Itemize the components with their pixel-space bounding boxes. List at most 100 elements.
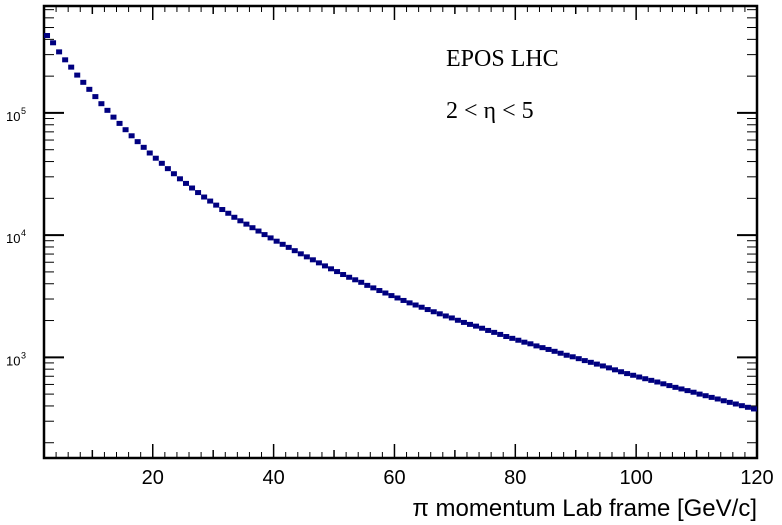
y-tick-label-base: 10 bbox=[6, 353, 20, 368]
data-point bbox=[436, 311, 443, 317]
data-point bbox=[68, 64, 75, 70]
data-point bbox=[44, 33, 51, 39]
data-point bbox=[714, 396, 721, 402]
data-point bbox=[86, 86, 93, 92]
data-point bbox=[418, 304, 425, 310]
data-point bbox=[569, 354, 576, 360]
data-point bbox=[80, 79, 87, 85]
x-tick-label: 20 bbox=[142, 467, 164, 489]
data-point bbox=[201, 194, 208, 200]
data-point bbox=[527, 341, 534, 347]
data-point bbox=[303, 254, 310, 260]
data-point bbox=[394, 295, 401, 301]
axis-ticks bbox=[44, 6, 758, 458]
data-point bbox=[466, 321, 473, 327]
data-point bbox=[460, 319, 467, 325]
y-tick-label-exponent: 4 bbox=[21, 228, 26, 238]
data-point bbox=[454, 317, 461, 323]
data-point bbox=[140, 144, 147, 150]
data-point bbox=[237, 218, 244, 224]
data-point bbox=[491, 329, 498, 335]
data-point bbox=[624, 371, 631, 377]
data-point bbox=[515, 337, 522, 343]
plot-frame bbox=[42, 4, 759, 460]
data-point bbox=[575, 356, 582, 362]
x-tick-label: 60 bbox=[383, 467, 405, 489]
data-point bbox=[364, 282, 371, 288]
data-point bbox=[376, 288, 383, 294]
data-point bbox=[581, 358, 588, 364]
data-point bbox=[400, 297, 407, 303]
x-axis-title: π momentum Lab frame [GeV/c] bbox=[412, 495, 757, 522]
data-point bbox=[164, 166, 171, 172]
data-point bbox=[146, 150, 153, 156]
data-point bbox=[104, 107, 111, 113]
data-point bbox=[545, 346, 552, 352]
data-point bbox=[442, 313, 449, 319]
data-point bbox=[563, 352, 570, 358]
x-tick-label: 100 bbox=[619, 467, 652, 489]
data-point bbox=[539, 345, 546, 351]
data-point bbox=[255, 228, 262, 234]
data-point bbox=[551, 348, 558, 354]
data-point bbox=[273, 238, 280, 244]
data-point bbox=[267, 235, 274, 241]
data-point bbox=[249, 225, 256, 231]
y-tick-label-exponent: 3 bbox=[21, 350, 26, 360]
y-tick-label-exponent: 5 bbox=[21, 106, 26, 116]
data-point bbox=[195, 190, 202, 196]
data-point bbox=[321, 263, 328, 269]
data-point bbox=[279, 241, 286, 247]
data-point bbox=[636, 374, 643, 380]
data-point bbox=[587, 359, 594, 365]
data-point bbox=[678, 386, 685, 392]
data-point bbox=[340, 272, 347, 278]
data-point bbox=[430, 309, 437, 315]
data-point bbox=[98, 101, 105, 107]
data-point bbox=[50, 40, 57, 46]
x-tick-label: 40 bbox=[262, 467, 284, 489]
data-point bbox=[605, 365, 612, 371]
y-tick-label-base: 10 bbox=[6, 231, 20, 246]
data-point bbox=[702, 393, 709, 399]
data-point bbox=[642, 376, 649, 382]
data-point bbox=[708, 394, 715, 400]
data-point bbox=[593, 361, 600, 367]
data-point bbox=[388, 293, 395, 299]
data-point bbox=[618, 369, 625, 375]
data-point bbox=[654, 379, 661, 385]
data-point bbox=[110, 114, 117, 120]
data-point bbox=[684, 388, 691, 394]
data-point bbox=[370, 285, 377, 291]
data-point bbox=[406, 300, 413, 306]
data-point bbox=[158, 160, 165, 166]
y-tick-label-base: 10 bbox=[6, 109, 20, 124]
data-point bbox=[122, 127, 129, 133]
data-point bbox=[213, 202, 220, 208]
data-point bbox=[134, 139, 141, 145]
data-point bbox=[189, 185, 196, 191]
data-point bbox=[726, 399, 733, 405]
data-point bbox=[485, 327, 492, 333]
data-point bbox=[231, 214, 238, 220]
data-point bbox=[479, 325, 486, 331]
data-point bbox=[297, 251, 304, 257]
data-point bbox=[56, 49, 63, 55]
annotation-generator: EPOS LHC bbox=[446, 46, 559, 72]
data-point bbox=[744, 404, 751, 410]
data-point bbox=[497, 331, 504, 337]
data-point bbox=[599, 363, 606, 369]
annotation-eta-range: 2 < η < 5 bbox=[446, 98, 534, 124]
data-point bbox=[219, 207, 226, 213]
data-points bbox=[44, 33, 757, 412]
data-point bbox=[503, 334, 510, 340]
x-tick-labels: 20 40 60 80 100 120 bbox=[142, 467, 774, 489]
data-point bbox=[225, 210, 232, 216]
data-point bbox=[521, 339, 528, 345]
data-point bbox=[74, 72, 81, 78]
data-point bbox=[207, 198, 214, 204]
data-point bbox=[648, 377, 655, 383]
data-point bbox=[62, 57, 69, 63]
data-point bbox=[92, 94, 99, 100]
